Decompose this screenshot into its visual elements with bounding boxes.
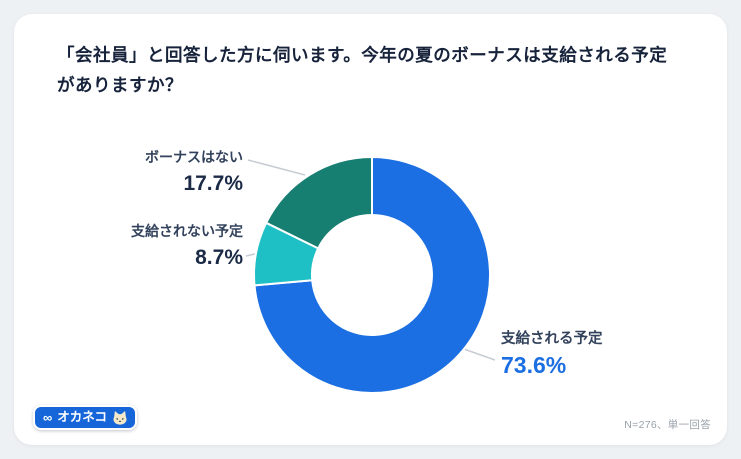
okaneco-logo: ∞ オカネコ xyxy=(33,405,138,430)
callout-paid-value: 73.6% xyxy=(501,352,567,378)
callout-bonus-none-value: 17.7% xyxy=(183,172,243,195)
donut-segment-2 xyxy=(265,156,373,250)
leader-line-not-paid xyxy=(245,252,260,257)
callout-paid: 支給される予定 73.6% xyxy=(501,330,603,379)
logo-text: オカネコ xyxy=(57,410,108,424)
chart-title-line2: がありますか？ xyxy=(57,75,183,95)
leader-line-bonus-none xyxy=(247,159,306,176)
logo-mark-icon: ∞ xyxy=(43,410,53,425)
callout-not-paid: 支給されない予定 8.7% xyxy=(131,222,243,271)
callout-paid-label: 支給される予定 xyxy=(501,331,603,347)
cat-face-icon xyxy=(112,410,128,425)
callout-not-paid-label: 支給されない予定 xyxy=(131,223,243,239)
donut-segment-1 xyxy=(253,221,320,287)
chart-title: 「会社員」と回答した方に伺います。今年の夏のボーナスは支給される予定 があります… xyxy=(57,40,697,100)
callout-bonus-none-label: ボーナスはない xyxy=(145,149,243,165)
donut-segment-0 xyxy=(253,156,492,394)
donut-chart xyxy=(245,156,496,394)
sample-note: N=276、単一回答 xyxy=(624,419,711,431)
callout-bonus-none: ボーナスはない 17.7% xyxy=(145,148,243,197)
callout-not-paid-value: 8.7% xyxy=(195,246,243,269)
survey-card: 「会社員」と回答した方に伺います。今年の夏のボーナスは支給される予定 があります… xyxy=(14,14,727,445)
chart-title-line1: 「会社員」と回答した方に伺います。今年の夏のボーナスは支給される予定 xyxy=(57,45,668,65)
leader-line-paid xyxy=(460,347,496,361)
